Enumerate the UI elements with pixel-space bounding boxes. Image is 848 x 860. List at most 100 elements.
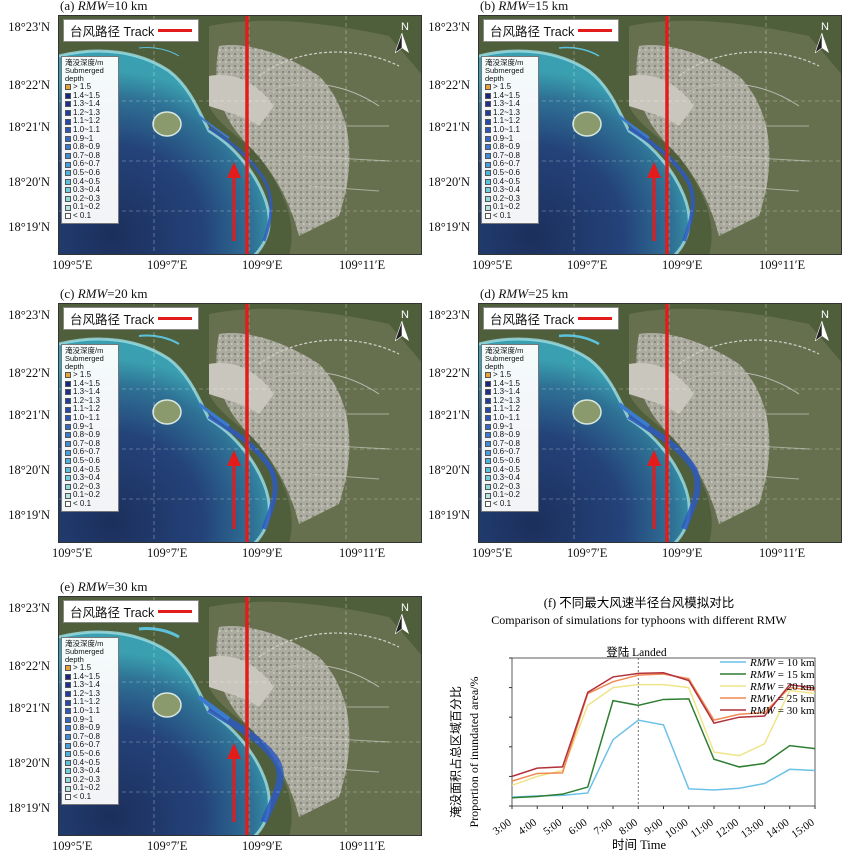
chart-svg: (f) 不同最大风速半径台风模拟对比 Comparison of simulati… bbox=[448, 595, 817, 852]
legend-item: 1.4~1.5 bbox=[65, 379, 115, 389]
legend-label: < 0.1 bbox=[73, 791, 92, 801]
legend-label: 0.5~0.6 bbox=[73, 167, 100, 177]
legend-label: 0.7~0.8 bbox=[73, 150, 100, 160]
latitude-label: 18°20′N bbox=[428, 175, 470, 189]
series-line bbox=[511, 719, 816, 798]
latitude-label: 18°19′N bbox=[428, 220, 470, 234]
legend-label: > 1.5 bbox=[493, 82, 512, 91]
legend-label: 0.4~0.5 bbox=[493, 176, 520, 186]
series-line bbox=[511, 673, 816, 782]
legend-swatch bbox=[65, 441, 71, 448]
legend-item: 0.4~0.5 bbox=[65, 464, 115, 475]
legend-swatch bbox=[65, 785, 71, 792]
landfall-label: 登陆 Landed bbox=[606, 645, 667, 659]
legend-swatch bbox=[65, 196, 71, 203]
legend-label: 0.9~1 bbox=[493, 133, 514, 143]
legend-label: 1.1~1.2 bbox=[73, 116, 100, 126]
legend-swatch bbox=[65, 725, 71, 732]
legend-swatch bbox=[485, 144, 491, 151]
legend-item: 0.1~0.2 bbox=[485, 203, 535, 212]
legend-item: 1.4~1.5 bbox=[65, 672, 115, 682]
legend-swatch bbox=[65, 682, 71, 689]
latitude-label: 18°22′N bbox=[428, 366, 470, 380]
legend-label: 1.3~1.4 bbox=[73, 680, 100, 690]
legend-label: 0.9~1 bbox=[73, 133, 94, 143]
legend-item: 0.9~1 bbox=[485, 133, 535, 144]
legend-swatch bbox=[65, 144, 71, 151]
track-label: 台风路径 Track bbox=[70, 313, 155, 327]
legend-item: 0.9~1 bbox=[485, 422, 535, 432]
legend-label: 0.1~0.2 bbox=[73, 783, 100, 793]
legend-swatch bbox=[65, 170, 71, 177]
legend-swatch bbox=[65, 492, 71, 499]
legend-item: 1.0~1.1 bbox=[485, 413, 535, 423]
legend-item: < 0.1 bbox=[485, 499, 535, 509]
latitude-label: 18°23′N bbox=[8, 20, 50, 34]
legend-swatch bbox=[485, 449, 491, 456]
legend-label: 0.7~0.8 bbox=[73, 438, 100, 448]
legend-item: 0.9~1 bbox=[65, 133, 115, 144]
legend-swatch bbox=[485, 458, 491, 465]
legend-swatch bbox=[65, 449, 71, 456]
x-tick-label: 8:00 bbox=[617, 816, 640, 837]
legend-item: 0.5~0.6 bbox=[65, 167, 115, 178]
map-panel-c: (c) RMW=20 km bbox=[8, 286, 442, 560]
legend-subtitle: Submerged depth bbox=[65, 66, 104, 83]
legend-label: 0.4~0.5 bbox=[73, 464, 100, 474]
legend-swatch bbox=[65, 84, 71, 91]
legend-swatch bbox=[65, 204, 71, 211]
longitude-label: 109°5′E bbox=[472, 258, 513, 272]
legend-swatch bbox=[65, 475, 71, 482]
legend-label: 0.4~0.5 bbox=[73, 757, 100, 767]
legend-item: 1.0~1.1 bbox=[485, 125, 535, 135]
legend-label: 0.5~0.6 bbox=[73, 748, 100, 758]
legend-item: 1.2~1.3 bbox=[65, 108, 115, 118]
legend-swatch bbox=[485, 466, 491, 473]
legend-label: 0.4~0.5 bbox=[73, 176, 100, 186]
x-axis-label: 时间 Time bbox=[612, 838, 667, 852]
legend-swatch bbox=[485, 423, 491, 430]
legend-swatch bbox=[65, 673, 71, 680]
north-arrow-icon: N bbox=[815, 309, 835, 341]
legend-swatch bbox=[485, 492, 491, 499]
legend-swatch bbox=[65, 372, 71, 379]
x-tick-label: 4:00 bbox=[516, 816, 539, 837]
legend-label: 0.4~0.5 bbox=[493, 464, 520, 474]
legend-swatch bbox=[485, 380, 491, 387]
track-line-swatch bbox=[578, 317, 613, 320]
legend-swatch bbox=[485, 187, 491, 194]
legend-item: 1.1~1.2 bbox=[485, 405, 535, 414]
legend-swatch bbox=[485, 196, 491, 203]
longitude-label: 109°5′E bbox=[52, 546, 93, 560]
legend-item: 0.7~0.8 bbox=[65, 731, 115, 742]
legend-item: 0.9~1 bbox=[65, 422, 115, 432]
legend-label: 1.2~1.3 bbox=[73, 395, 100, 405]
longitude-label: 109°11′E bbox=[339, 546, 386, 560]
series-line bbox=[511, 698, 816, 799]
legend-swatch bbox=[65, 118, 71, 125]
legend-label: 0.1~0.2 bbox=[73, 490, 100, 500]
legend-item: < 0.1 bbox=[485, 211, 535, 221]
legend-label: 0.2~0.3 bbox=[73, 481, 100, 491]
legend-item: 0.2~0.3 bbox=[485, 482, 535, 492]
longitude-label: 109°9′E bbox=[242, 839, 283, 853]
latitude-label: 18°19′N bbox=[8, 220, 50, 234]
legend-item: 0.1~0.2 bbox=[65, 784, 115, 793]
legend-label: > 1.5 bbox=[493, 370, 512, 379]
legend-item: < 0.1 bbox=[65, 211, 115, 221]
legend-label: 1.4~1.5 bbox=[493, 378, 520, 388]
legend-item: 0.8~0.9 bbox=[485, 143, 535, 152]
legend-swatch bbox=[485, 204, 491, 211]
track-line-swatch bbox=[578, 29, 613, 32]
depth-legend: 淹没深度/m Submerged depth > 1.5 1.4~1.5 1.3~1.4… bbox=[61, 637, 119, 805]
series-line bbox=[511, 672, 816, 778]
legend-entry: RMW = 10 km bbox=[749, 657, 815, 669]
track-legend: 台风路径 Track bbox=[63, 307, 200, 330]
legend-swatch bbox=[485, 110, 491, 117]
legend-label: 0.7~0.8 bbox=[73, 731, 100, 741]
legend-item: 1.2~1.3 bbox=[485, 108, 535, 118]
x-tick-label: 7:00 bbox=[592, 816, 615, 837]
legend-item: 0.7~0.8 bbox=[485, 150, 535, 161]
legend-label: 1.0~1.1 bbox=[73, 412, 100, 422]
legend-label: 0.7~0.8 bbox=[493, 150, 520, 160]
